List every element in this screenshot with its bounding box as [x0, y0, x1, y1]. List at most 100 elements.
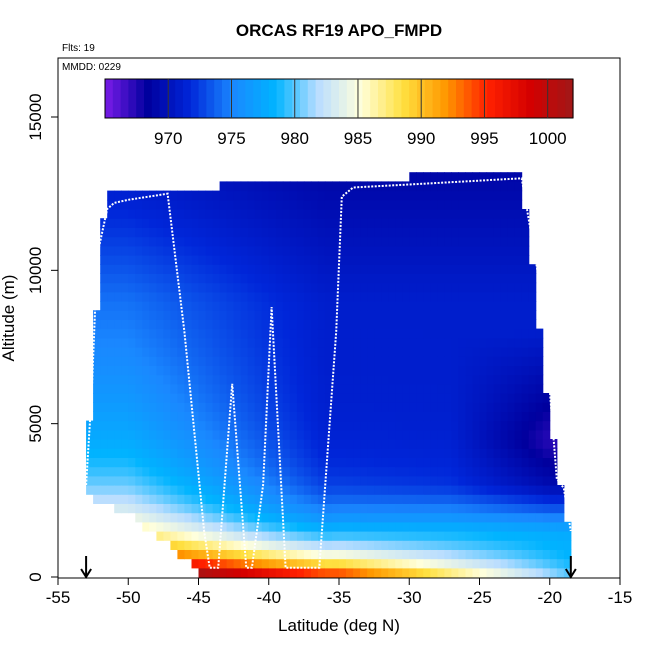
heatmap-cell [156, 466, 164, 477]
heatmap-cell [317, 365, 326, 376]
heatmap-cell [128, 264, 136, 274]
heatmap-cell [395, 365, 403, 376]
heatmap-cell [332, 301, 340, 311]
colorbar-segment [229, 79, 239, 118]
heatmap-cell [353, 558, 361, 569]
heatmap-cell [240, 264, 249, 274]
heatmap-cell [275, 457, 284, 468]
heatmap-cell [121, 356, 129, 366]
heatmap-cell [212, 365, 221, 376]
heatmap-cell [86, 475, 94, 486]
heatmap-cell [507, 475, 516, 486]
heatmap-cell [381, 475, 389, 486]
heatmap-cell [416, 245, 424, 256]
heatmap-cell [289, 420, 298, 431]
heatmap-cell [395, 429, 403, 440]
heatmap-cell [563, 531, 572, 541]
heatmap-cell [388, 301, 396, 311]
heatmap-cell [170, 356, 178, 366]
heatmap-cell [451, 181, 459, 192]
heatmap-cell [149, 218, 157, 228]
heatmap-cell [142, 420, 150, 431]
heatmap-cell [514, 291, 523, 302]
heatmap-cell [240, 512, 249, 523]
heatmap-cell [339, 347, 347, 357]
heatmap-cell [282, 374, 291, 385]
heatmap-cell [549, 567, 558, 578]
heatmap-cell [367, 273, 375, 284]
heatmap-cell [346, 190, 354, 201]
heatmap-cell [296, 347, 305, 357]
heatmap-cell [507, 356, 516, 366]
heatmap-cell [163, 383, 171, 394]
heatmap-cell [226, 540, 235, 550]
heatmap-cell [458, 227, 466, 238]
heatmap-cell [107, 218, 115, 228]
heatmap-cell [303, 301, 312, 311]
heatmap-cell [381, 181, 389, 192]
heatmap-cell [409, 567, 417, 578]
heatmap-cell [479, 374, 488, 385]
heatmap-cell [458, 466, 466, 477]
heatmap-cell [268, 448, 277, 458]
heatmap-cell [409, 485, 417, 495]
heatmap-cell [191, 301, 200, 311]
heatmap-cell [212, 411, 221, 422]
heatmap-cell [416, 503, 424, 514]
heatmap-cell [374, 218, 382, 228]
heatmap-cell [240, 485, 249, 495]
heatmap-cell [310, 531, 319, 541]
heatmap-cell [409, 383, 417, 394]
heatmap-cell [254, 531, 263, 541]
heatmap-cell [409, 439, 417, 449]
heatmap-cell [395, 255, 403, 265]
heatmap-cell [374, 365, 382, 376]
heatmap-cell [317, 291, 326, 302]
heatmap-cell [219, 236, 228, 247]
heatmap-cell [184, 291, 192, 302]
heatmap-cell [374, 319, 382, 330]
heatmap-cell [374, 420, 382, 431]
heatmap-cell [268, 199, 277, 210]
heatmap-cell [170, 383, 178, 394]
heatmap-cell [556, 558, 565, 569]
heatmap-cell [507, 291, 516, 302]
heatmap-cell [261, 558, 270, 569]
heatmap-cell [402, 531, 410, 541]
heatmap-cell [346, 301, 354, 311]
heatmap-cell [486, 567, 495, 578]
heatmap-cell [128, 245, 136, 256]
heatmap-cell [395, 475, 403, 486]
heatmap-cell [191, 558, 200, 569]
heatmap-cell [205, 337, 214, 348]
heatmap-cell [514, 337, 523, 348]
heatmap-cell [402, 383, 410, 394]
heatmap-cell [542, 448, 551, 458]
heatmap-cell [451, 494, 459, 504]
heatmap-cell [339, 227, 347, 238]
heatmap-cell [107, 439, 115, 449]
colorbar-segment [487, 79, 496, 118]
heatmap-cell [233, 209, 242, 219]
heatmap-cell [254, 365, 263, 376]
heatmap-cell [521, 255, 530, 265]
heatmap-cell [381, 337, 389, 348]
heatmap-cell [100, 374, 108, 385]
heatmap-cell [549, 558, 558, 569]
heatmap-cell [437, 328, 445, 339]
heatmap-cell [100, 337, 108, 348]
heatmap-cell [486, 531, 495, 541]
heatmap-cell [114, 439, 122, 449]
heatmap-cell [296, 328, 305, 339]
heatmap-cell [381, 420, 389, 431]
heatmap-cell [444, 429, 452, 440]
heatmap-cell [121, 291, 129, 302]
heatmap-cell [247, 227, 256, 238]
heatmap-cell [479, 199, 488, 210]
heatmap-cell [177, 383, 185, 394]
heatmap-cell [233, 245, 242, 256]
heatmap-cell [226, 448, 235, 458]
heatmap-cell [219, 383, 228, 394]
heatmap-cell [107, 310, 115, 320]
heatmap-cell [191, 503, 200, 514]
